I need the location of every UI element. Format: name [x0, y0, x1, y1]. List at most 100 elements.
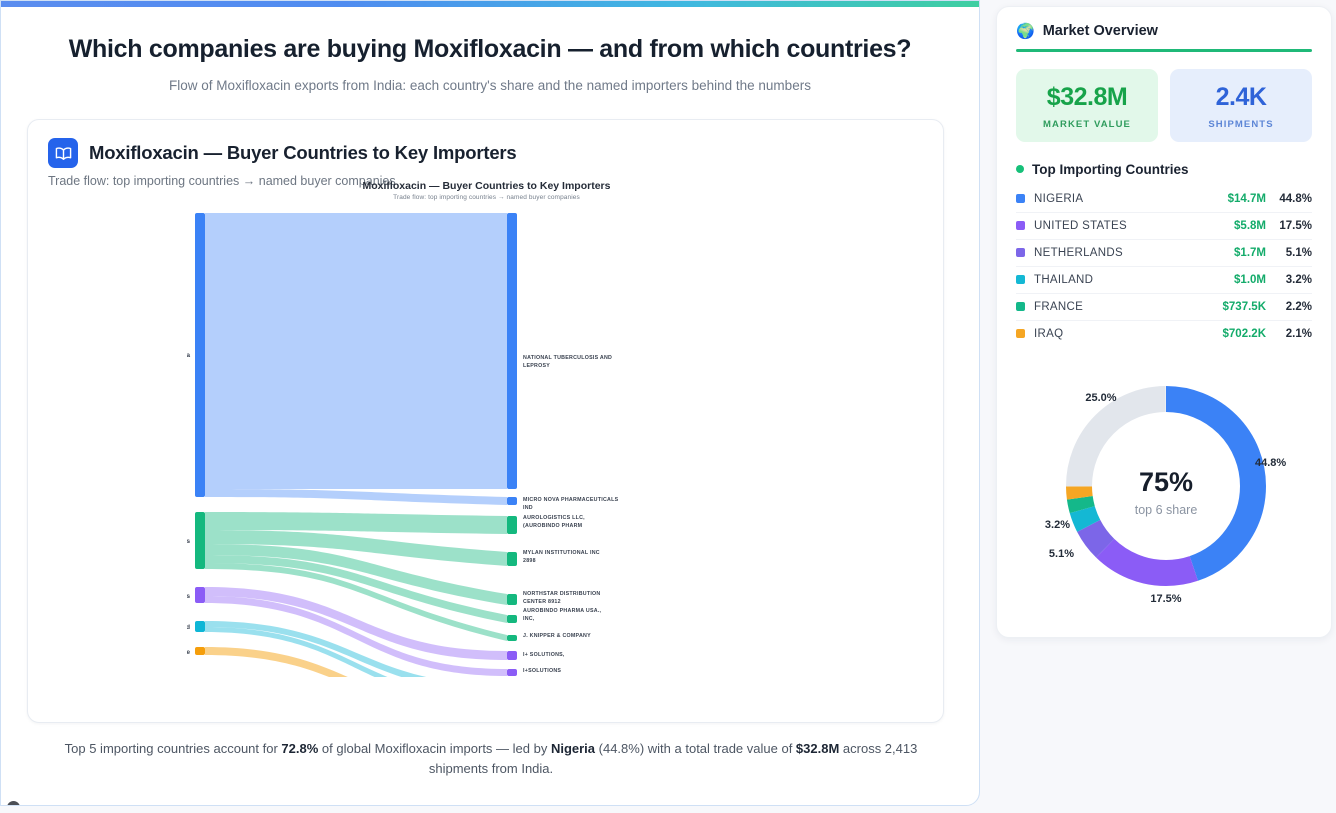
kpi-market-value-label: MARKET VALUE [1043, 118, 1131, 130]
donut-labels: 44.8% 17.5% 5.1% 3.2% 25.0% [1045, 392, 1286, 605]
country-row-nigeria[interactable]: NIGERIA $14.7M 44.8% [1016, 186, 1312, 213]
caption-country: Nigeria [550, 741, 596, 756]
sankey-target-label-aurologistics-l1: AUROLOGISTICS LLC, [523, 515, 585, 521]
sankey-node-thailand[interactable] [194, 621, 205, 632]
country-pct: 2.1% [1285, 327, 1312, 340]
sankey-target-label-i-plus-solutions-1: I+ SOLUTIONS, [523, 652, 565, 658]
color-swatch-icon [1016, 248, 1025, 257]
sankey-source-nodes [194, 213, 205, 655]
country-row-thailand[interactable]: THAILAND $1.0M 3.2% [1016, 267, 1312, 294]
sankey-target-northstar[interactable] [506, 594, 517, 605]
sankey-target-i-plus-solutions-1[interactable] [506, 651, 517, 660]
kpi-shipments-label: SHIPMENTS [1208, 118, 1274, 130]
kpi-shipments: 2.4K SHIPMENTS [1170, 68, 1312, 142]
color-swatch-icon [1016, 194, 1025, 203]
color-swatch-icon [1016, 329, 1025, 338]
country-name: NETHERLANDS [1034, 246, 1123, 259]
hero-section: Which companies are buying Moxifloxacin … [1, 1, 979, 93]
donut-slices: 75% top 6 share [1066, 385, 1266, 586]
sankey-node-nigeria[interactable] [194, 213, 205, 497]
caption-pct: 72.8% [281, 741, 319, 756]
sankey-target-label-aurologistics-l2: (AUROBINDO PHARM [523, 523, 583, 529]
sankey-target-label-micro-nova-l1: MICRO NOVA PHARMACEUTICALS [523, 497, 619, 503]
sankey-target-labels: NATIONAL TUBERCULOSIS AND LEPROSY MICRO … [523, 355, 619, 674]
caption-value: $32.8M [795, 741, 840, 756]
sankey-chart-card: Moxifloxacin — Buyer Countries to Key Im… [27, 119, 944, 723]
sankey-label-united-states: United States [187, 538, 190, 545]
sankey-target-knipper[interactable] [506, 635, 517, 641]
sankey-title: Moxifloxacin — Buyer Countries to Key Im… [362, 180, 611, 192]
sankey-target-label-i-plus-solutions-2: I+SOLUTIONS [523, 668, 561, 674]
sankey-source-labels: Nigeria United States Netherlands Thaila… [187, 352, 190, 656]
donut-label-nigeria: 44.8% [1255, 457, 1286, 469]
sankey-target-aurologistics[interactable] [506, 516, 517, 534]
book-map-icon [48, 138, 78, 168]
sankey-target-aurobindo-usa[interactable] [506, 615, 517, 623]
sankey-target-national-tuberculosis[interactable] [506, 213, 517, 489]
sankey-svg: Nigeria United States Netherlands Thaila… [187, 213, 619, 677]
caption-mid1: of global Moxifloxacin imports — led by [318, 741, 551, 756]
sankey-target-i-plus-solutions-2[interactable] [506, 669, 517, 676]
sankey-node-france[interactable] [194, 647, 205, 655]
sankey-label-netherlands: Netherlands [187, 593, 190, 600]
kpi-market-value-number: $32.8M [1046, 82, 1128, 111]
footer-caption: Top 5 importing countries account for 72… [39, 739, 943, 779]
caption-post: across 2,413 shipments from India. [428, 741, 918, 777]
color-swatch-icon [1016, 302, 1025, 311]
country-row-united-states[interactable]: UNITED STATES $5.8M 17.5% [1016, 213, 1312, 240]
market-overview-panel: 🌍 Market Overview $32.8M MARKET VALUE 2.… [996, 6, 1332, 638]
country-name: THAILAND [1034, 273, 1094, 286]
country-value: $5.8M [1234, 219, 1266, 232]
market-overview-header: 🌍 Market Overview [1016, 23, 1312, 39]
status-dot-icon [1016, 165, 1024, 173]
country-name: UNITED STATES [1034, 219, 1127, 232]
kpi-market-value: $32.8M MARKET VALUE [1016, 68, 1158, 142]
country-value: $14.7M [1227, 192, 1266, 205]
sankey-label-thailand: Thailand [187, 624, 190, 631]
country-pct: 44.8% [1279, 192, 1312, 205]
color-swatch-icon [1016, 221, 1025, 230]
donut-label-netherlands: 5.1% [1049, 548, 1074, 560]
country-value: $1.7M [1234, 246, 1266, 259]
sankey-target-label-northstar-l2: CENTER 8912 [523, 599, 561, 605]
card-subtitle: Trade flow: top importing countries → na… [48, 174, 396, 188]
sankey-target-label-knipper: J. KNIPPER & COMPANY [523, 633, 591, 639]
main-panel: Which companies are buying Moxifloxacin … [0, 0, 980, 806]
sankey-node-united-states[interactable] [194, 512, 205, 569]
sankey-label-nigeria: Nigeria [187, 352, 190, 359]
country-row-iraq[interactable]: IRAQ $702.2K 2.1% [1016, 321, 1312, 347]
page-title: Which companies are buying Moxifloxacin … [68, 35, 912, 63]
globe-icon: 🌍 [1016, 22, 1035, 40]
color-swatch-icon [1016, 275, 1025, 284]
sankey-target-nodes [506, 213, 517, 676]
sankey-subtitle: Trade flow: top importing countries → na… [393, 194, 580, 201]
country-pct: 17.5% [1279, 219, 1312, 232]
caption-pre: Top 5 importing countries account for [64, 741, 282, 756]
country-pct: 3.2% [1285, 273, 1312, 286]
donut-svg: 75% top 6 share 44.8% 17.5% 5.1% 3.2% 25… [1045, 385, 1286, 605]
sankey-target-label-northstar-l1: NORTHSTAR DISTRIBUTION [523, 591, 601, 597]
country-row-france[interactable]: FRANCE $737.5K 2.2% [1016, 294, 1312, 321]
header-divider [1016, 49, 1312, 52]
sankey-label-france: France [187, 649, 190, 656]
donut-slice-united-states[interactable] [1066, 385, 1266, 586]
donut-center-label: top 6 share [1135, 503, 1198, 517]
sankey-links [204, 213, 507, 677]
country-list: NIGERIA $14.7M 44.8% UNITED STATES $5.8M… [1016, 186, 1312, 347]
donut-label-united-states: 17.5% [1150, 593, 1181, 605]
country-name: IRAQ [1034, 327, 1064, 340]
country-row-netherlands[interactable]: NETHERLANDS $1.7M 5.1% [1016, 240, 1312, 267]
sankey-node-netherlands[interactable] [194, 587, 205, 603]
sankey-target-mylan[interactable] [506, 552, 517, 566]
card-title: Moxifloxacin — Buyer Countries to Key Im… [89, 142, 517, 163]
donut-slice-other[interactable] [1066, 385, 1266, 586]
country-value: $1.0M [1234, 273, 1266, 286]
donut-slice-iraq[interactable] [1066, 385, 1266, 586]
sankey-diagram: Moxifloxacin — Buyer Countries to Key Im… [28, 180, 945, 720]
donut-label-other: 25.0% [1085, 392, 1116, 404]
country-pct: 2.2% [1285, 300, 1312, 313]
corner-indicator-dot [7, 801, 20, 805]
country-name: NIGERIA [1034, 192, 1084, 205]
sankey-target-micro-nova[interactable] [506, 497, 517, 505]
